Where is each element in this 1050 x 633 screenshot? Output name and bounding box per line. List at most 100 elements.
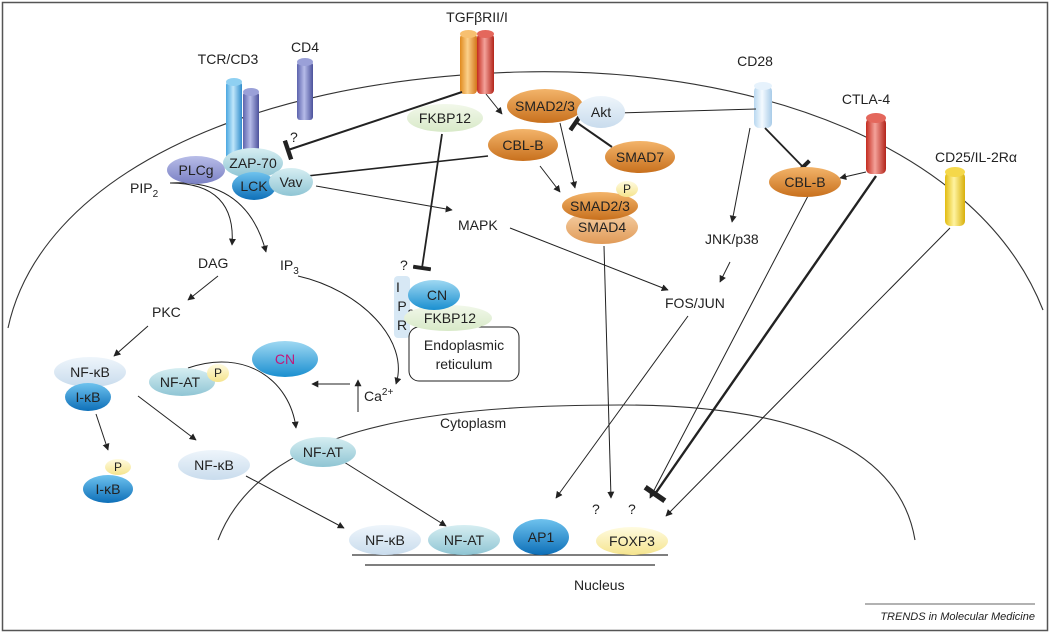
- cd28-to-jnk: [729, 127, 751, 223]
- svg-text:Akt: Akt: [591, 104, 611, 120]
- svg-text:I: I: [396, 279, 400, 295]
- cell-membrane: [7, 71, 1044, 329]
- cblb-inhibits-vav: [295, 155, 489, 186]
- cd4-label: CD4: [291, 39, 319, 55]
- svg-text:FKBP12: FKBP12: [424, 310, 476, 326]
- fkbp12-inhibits-ip3r: [412, 133, 443, 272]
- svg-text:P: P: [623, 182, 631, 196]
- nuc-nfkb-node: NF-κB: [349, 525, 421, 555]
- cd25-label: CD25/IL-2Rα: [935, 149, 1017, 165]
- lck-node: LCK: [232, 172, 276, 200]
- svg-text:NF-AT: NF-AT: [303, 444, 344, 460]
- tcr-cd3-receptor: [226, 78, 259, 164]
- svg-text:I-κB: I-κB: [76, 389, 101, 405]
- er-label-line2: reticulum: [436, 356, 493, 372]
- svg-text:NF-AT: NF-AT: [444, 532, 485, 548]
- svg-text:CN: CN: [275, 351, 295, 367]
- svg-text:NF-κB: NF-κB: [194, 457, 234, 473]
- svg-text:R: R: [397, 317, 407, 333]
- nuc-ap1-node: AP1: [513, 519, 569, 555]
- svg-text:P: P: [114, 460, 122, 474]
- svg-text:P: P: [214, 366, 222, 380]
- cd28-label: CD28: [737, 53, 773, 69]
- tgfb-to-smad23: [485, 93, 503, 115]
- jnk-to-fosjun: [719, 261, 731, 283]
- connections: [95, 91, 951, 529]
- ip3r-question-mark: ?: [400, 257, 408, 273]
- svg-text:NF-κB: NF-κB: [365, 532, 405, 548]
- foxp3-question-mark: ?: [628, 501, 636, 517]
- smad-complex-node: SMAD4 SMAD2/3 P: [562, 181, 638, 244]
- ip3-receptor: I P 3 R: [394, 276, 415, 338]
- nfat-dephosphorylation: [187, 361, 299, 429]
- svg-text:SMAD2/3: SMAD2/3: [570, 198, 630, 214]
- tgfb-receptor: [460, 30, 494, 94]
- fosjun-label: FOS/JUN: [665, 295, 725, 311]
- mapk-to-fosjun: [509, 227, 669, 291]
- er-label-line1: Endoplasmic: [424, 337, 504, 353]
- ap1-question-mark: ?: [592, 501, 600, 517]
- ctla4-inhibits-foxp3: [643, 175, 877, 504]
- plcg-node: PLCg: [167, 156, 225, 184]
- ikb-phosphorylation: [95, 413, 110, 451]
- svg-text:SMAD2/3: SMAD2/3: [515, 98, 575, 114]
- vav-to-mapk: [315, 185, 453, 213]
- nucleus-label: Nucleus: [574, 577, 625, 593]
- journal-credit: TRENDS in Molecular Medicine: [880, 611, 1035, 623]
- svg-text:Vav: Vav: [279, 174, 302, 190]
- mapk-label: MAPK: [458, 217, 498, 233]
- svg-text:SMAD7: SMAD7: [616, 149, 664, 165]
- cd25-receptor: [945, 167, 965, 226]
- cblb-left-node: CBL-B: [488, 129, 558, 161]
- pip2-label: PIP2: [130, 180, 159, 200]
- svg-text:NF-AT: NF-AT: [160, 374, 201, 390]
- ctla4-to-cblb: [839, 171, 867, 180]
- jnk-label: JNK/p38: [705, 231, 759, 247]
- svg-text:LCK: LCK: [240, 178, 268, 194]
- svg-text:PLCg: PLCg: [178, 162, 213, 178]
- svg-text:FKBP12: FKBP12: [419, 110, 471, 126]
- svg-text:SMAD4: SMAD4: [578, 219, 626, 235]
- ctla4-label: CTLA-4: [842, 91, 890, 107]
- calcium-label: Ca2+: [364, 387, 393, 404]
- cblb-right-node: CBL-B: [769, 167, 841, 197]
- nfkb-free-node: NF-κB: [178, 450, 250, 480]
- akt-node: Akt: [577, 96, 625, 128]
- ip3-to-ca: [297, 275, 402, 385]
- fkbp12-top-node: FKBP12: [407, 104, 483, 132]
- svg-text:CBL-B: CBL-B: [502, 137, 543, 153]
- dag-to-pkc: [187, 275, 219, 301]
- cd28-inhibits-cblb: [764, 127, 811, 175]
- pip2-to-dag: [169, 182, 236, 246]
- cblb-to-foxp3: [649, 195, 809, 499]
- smad7-inhibits-smad23: [568, 112, 613, 148]
- cd28-to-akt: [616, 108, 757, 117]
- nfkb-release: [137, 395, 197, 441]
- cd4-receptor: [297, 58, 313, 120]
- nfat-p-node: NF-AT P: [149, 364, 229, 396]
- nuc-foxp3-node: FOXP3: [596, 527, 668, 555]
- pkc-label: PKC: [152, 304, 181, 320]
- zap70-node: ZAP-70: [223, 148, 283, 178]
- ctla4-receptor: [866, 113, 886, 174]
- smad4-to-foxp3: [603, 245, 615, 499]
- cd25-to-foxp3: [665, 227, 951, 517]
- cd28-receptor: [754, 82, 772, 128]
- fkbp12-er-node: FKBP12: [404, 305, 492, 331]
- cytoplasm-label: Cytoplasm: [440, 415, 506, 431]
- tgfb-label: TGFβRII/I: [446, 9, 508, 25]
- svg-text:CBL-B: CBL-B: [784, 174, 825, 190]
- tgfb-inhibits-vav: [282, 91, 463, 161]
- svg-text:FOXP3: FOXP3: [609, 533, 655, 549]
- svg-text:ZAP-70: ZAP-70: [229, 155, 277, 171]
- cd4-question-mark: ?: [290, 129, 298, 145]
- smad23-top-node: SMAD2/3: [507, 89, 583, 123]
- fosjun-to-ap1: [555, 315, 689, 499]
- svg-text:NF-κB: NF-κB: [70, 364, 110, 380]
- smad7-node: SMAD7: [605, 141, 675, 173]
- vav-node: Vav: [269, 168, 313, 196]
- tcr-label: TCR/CD3: [198, 51, 259, 67]
